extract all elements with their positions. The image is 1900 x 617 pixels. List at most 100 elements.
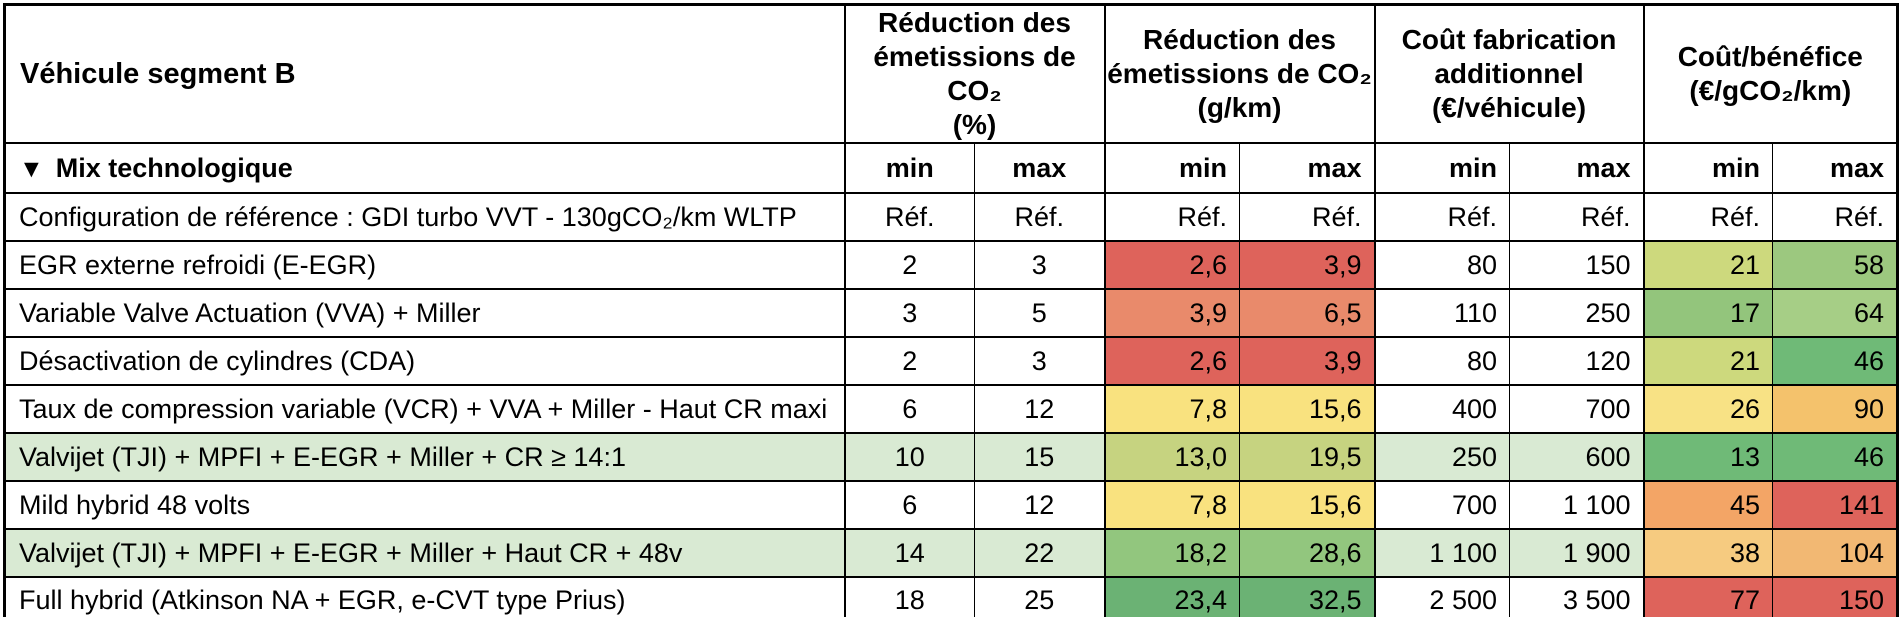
value-cell: 45	[1642, 480, 1774, 530]
value-cell: 15,6	[1239, 480, 1375, 530]
value-cell: 1 900	[1508, 528, 1645, 578]
collapse-triangle-icon[interactable]: ▼	[19, 154, 44, 183]
value-cell: 1 100	[1508, 480, 1645, 530]
col-group-cost-label: Coût fabrication additionnel (€/véhicule…	[1401, 24, 1617, 123]
value-cell: 3	[843, 288, 975, 338]
value-cell: 12	[974, 384, 1105, 434]
value-cell: 28,6	[1239, 528, 1375, 578]
col-group-cost-benefit-label: Coût/bénéfice (€/gCO₂/km)	[1677, 41, 1863, 106]
col-group-cost-benefit: Coût/bénéfice (€/gCO₂/km)	[1642, 3, 1899, 144]
value-cell: 25	[974, 576, 1105, 617]
value-cell: 600	[1508, 432, 1645, 482]
value-cell: Réf.	[1373, 192, 1510, 242]
value-cell: 250	[1373, 432, 1510, 482]
value-cell: 150	[1508, 240, 1645, 290]
value-cell: 26	[1642, 384, 1774, 434]
table-row: Valvijet (TJI) + MPFI + E-EGR + Miller +…	[4, 432, 1899, 482]
value-cell: 6	[843, 384, 975, 434]
table-title: Véhicule segment B	[4, 3, 845, 144]
value-cell: 19,5	[1239, 432, 1375, 482]
value-cell: 700	[1508, 384, 1645, 434]
value-cell: Réf.	[1772, 192, 1899, 242]
value-cell: 13	[1642, 432, 1774, 482]
value-cell: 21	[1642, 240, 1774, 290]
row-label: Configuration de référence : GDI turbo V…	[4, 192, 845, 242]
row-label: Valvijet (TJI) + MPFI + E-EGR + Miller +…	[4, 528, 845, 578]
value-cell: 3	[974, 240, 1105, 290]
value-cell: 46	[1772, 432, 1899, 482]
section-header-label: Mix technologique	[55, 152, 293, 183]
col-group-co2-percent: Réduction des émetissions de CO₂ (%)	[843, 3, 1105, 144]
table-row: Full hybrid (Atkinson NA + EGR, e-CVT ty…	[4, 576, 1899, 617]
value-cell: 12	[974, 480, 1105, 530]
table-row: Configuration de référence : GDI turbo V…	[4, 192, 1899, 242]
value-cell: 150	[1772, 576, 1899, 617]
subheader-row: ▼ Mix technologique min max min max min max min…	[4, 142, 1899, 194]
value-cell: 110	[1373, 288, 1510, 338]
table-row: Variable Valve Actuation (VVA) + Miller 3…	[4, 288, 1899, 338]
subheader-max-1: max	[1239, 142, 1375, 194]
value-cell: 3	[974, 336, 1105, 386]
value-cell: 22	[974, 528, 1105, 578]
value-cell: 3,9	[1239, 336, 1375, 386]
col-group-co2-gkm-label: Réduction des émetissions de CO₂ (g/km)	[1107, 24, 1372, 123]
value-cell: 400	[1373, 384, 1510, 434]
subheader-min-1: min	[1103, 142, 1240, 194]
header-row: Véhicule segment B Réduction des émetiss…	[4, 3, 1899, 144]
value-cell: 46	[1772, 336, 1899, 386]
value-cell: Réf.	[1103, 192, 1240, 242]
row-label: Mild hybrid 48 volts	[4, 480, 845, 530]
col-group-co2-gkm: Réduction des émetissions de CO₂ (g/km)	[1103, 3, 1375, 144]
table-row: Taux de compression variable (VCR) + VVA…	[4, 384, 1899, 434]
row-label: EGR externe refroidi (E-EGR)	[4, 240, 845, 290]
subheader-min-2: min	[1373, 142, 1510, 194]
value-cell: 23,4	[1103, 576, 1240, 617]
value-cell: 700	[1373, 480, 1510, 530]
row-label: Variable Valve Actuation (VVA) + Miller	[4, 288, 845, 338]
value-cell: 2	[843, 240, 975, 290]
subheader-max-3: max	[1772, 142, 1899, 194]
value-cell: Réf.	[843, 192, 975, 242]
value-cell: 15,6	[1239, 384, 1375, 434]
value-cell: Réf.	[974, 192, 1105, 242]
value-cell: 7,8	[1103, 384, 1240, 434]
value-cell: 5	[974, 288, 1105, 338]
subheader-max-0: max	[974, 142, 1105, 194]
value-cell: 250	[1508, 288, 1645, 338]
row-label: Valvijet (TJI) + MPFI + E-EGR + Miller +…	[4, 432, 845, 482]
value-cell: 2,6	[1103, 240, 1240, 290]
table-row: EGR externe refroidi (E-EGR) 2 3 2,6 3,9 80 15…	[4, 240, 1899, 290]
table-row: Valvijet (TJI) + MPFI + E-EGR + Miller +…	[4, 528, 1899, 578]
value-cell: 77	[1642, 576, 1774, 617]
value-cell: 3,9	[1239, 240, 1375, 290]
value-cell: 64	[1772, 288, 1899, 338]
value-cell: 80	[1373, 240, 1510, 290]
value-cell: 2,6	[1103, 336, 1240, 386]
value-cell: 17	[1642, 288, 1774, 338]
value-cell: 90	[1772, 384, 1899, 434]
value-cell: 18,2	[1103, 528, 1240, 578]
section-header-mix-technologique: ▼ Mix technologique	[4, 142, 845, 194]
table-row: Mild hybrid 48 volts 6 12 7,8 15,6 700 1 100 45…	[4, 480, 1899, 530]
col-group-cost: Coût fabrication additionnel (€/véhicule…	[1373, 3, 1645, 144]
value-cell: 3 500	[1508, 576, 1645, 617]
value-cell: 80	[1373, 336, 1510, 386]
row-label: Taux de compression variable (VCR) + VVA…	[4, 384, 845, 434]
col-group-co2-percent-label: Réduction des émetissions de CO₂ (%)	[873, 7, 1076, 140]
value-cell: 13,0	[1103, 432, 1240, 482]
value-cell: 1 100	[1373, 528, 1510, 578]
value-cell: 15	[974, 432, 1105, 482]
value-cell: Réf.	[1239, 192, 1375, 242]
value-cell: 32,5	[1239, 576, 1375, 617]
value-cell: 120	[1508, 336, 1645, 386]
value-cell: 21	[1642, 336, 1774, 386]
value-cell: 7,8	[1103, 480, 1240, 530]
row-label: Full hybrid (Atkinson NA + EGR, e-CVT ty…	[4, 576, 845, 617]
value-cell: 104	[1772, 528, 1899, 578]
value-cell: 3,9	[1103, 288, 1240, 338]
value-cell: 18	[843, 576, 975, 617]
row-label: Désactivation de cylindres (CDA)	[4, 336, 845, 386]
subheader-max-2: max	[1508, 142, 1645, 194]
value-cell: 2 500	[1373, 576, 1510, 617]
